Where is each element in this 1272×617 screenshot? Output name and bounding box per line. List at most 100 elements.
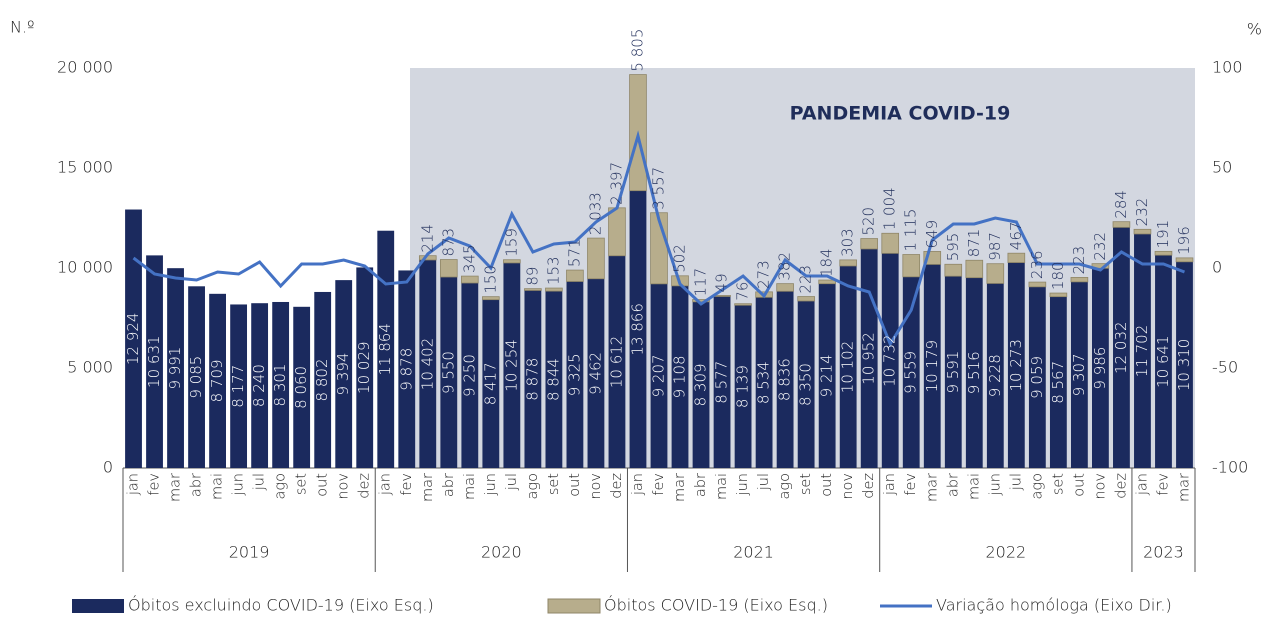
month-label: set: [546, 473, 562, 495]
bar-non-covid: [125, 209, 142, 468]
covid-label: 2 397: [607, 162, 625, 205]
covid-label: 232: [1091, 232, 1109, 261]
covid-label: 520: [860, 207, 878, 236]
bar-non-covid: [797, 301, 815, 468]
bar-non-covid: [986, 283, 1004, 468]
year-label: 2019: [229, 543, 270, 562]
month-label: jun: [987, 473, 1003, 496]
value-label: 9 108: [671, 355, 689, 398]
covid-label: 1 004: [881, 187, 899, 230]
bar-non-covid: [230, 304, 248, 468]
bar-non-covid: [188, 286, 205, 468]
bar-covid: [1070, 276, 1089, 283]
bar-non-covid: [566, 281, 584, 468]
bar-non-covid: [923, 264, 941, 468]
bar-non-covid: [482, 299, 500, 468]
bar-covid: [692, 299, 710, 303]
bar-non-covid: [1007, 262, 1025, 468]
covid-label: 345: [460, 244, 478, 273]
bar-non-covid: [671, 285, 689, 468]
covid-label: 150: [481, 265, 499, 294]
legend-label: Variação homóloga (Eixo Dir.): [936, 596, 1172, 615]
bar-covid: [860, 238, 879, 250]
covid-label: 5 805: [628, 29, 646, 72]
covid-label: 1 115: [902, 209, 920, 252]
covid-label: 89: [523, 267, 541, 286]
value-label: 8 878: [523, 358, 541, 401]
bar-non-covid: [944, 276, 962, 468]
month-label: jan: [126, 473, 142, 496]
bar-non-covid: [608, 255, 626, 468]
annotation: PANDEMIA COVID-19: [790, 103, 1011, 125]
month-label: mai: [966, 473, 982, 500]
bar-non-covid: [650, 283, 668, 468]
covid-label: 987: [986, 232, 1004, 261]
month-label: mai: [462, 473, 478, 500]
month-label: mai: [210, 473, 226, 500]
value-label: 9 991: [166, 347, 184, 390]
month-label: jan: [1134, 473, 1150, 496]
month-label: abr: [693, 473, 709, 497]
bar-non-covid: [314, 291, 332, 468]
y-tick-label: 5 000: [67, 358, 113, 377]
bar-non-covid: [167, 268, 184, 468]
month-label: jul: [1008, 473, 1024, 491]
month-label: mar: [672, 473, 688, 502]
bar-non-covid: [587, 278, 605, 468]
covid-label: 303: [839, 228, 857, 257]
bar-non-covid: [335, 280, 353, 468]
covid-label: 191: [1154, 220, 1172, 249]
bar-covid: [902, 254, 921, 278]
bar-covid: [439, 259, 458, 278]
value-label: 10 102: [839, 341, 857, 394]
covid-label: 595: [944, 233, 962, 262]
bar-covid: [503, 259, 521, 264]
bar-non-covid: [440, 277, 458, 468]
covid-label: 117: [692, 268, 710, 297]
covid-label: 223: [1070, 246, 1088, 275]
bar-covid: [566, 269, 584, 282]
value-label: 9 878: [397, 348, 415, 391]
value-label: 10 631: [145, 335, 163, 388]
covid-label: 2 033: [586, 192, 604, 235]
bar-non-covid: [713, 296, 731, 468]
month-label: dez: [1113, 473, 1129, 499]
covid-label: 153: [544, 256, 562, 285]
bar-non-covid: [419, 259, 437, 468]
value-label: 9 516: [965, 351, 983, 394]
value-label: 8 301: [271, 364, 289, 407]
month-label: nov: [1092, 473, 1108, 500]
bar-covid: [608, 207, 626, 257]
bar-covid: [818, 279, 836, 285]
value-label: 9 394: [334, 353, 352, 396]
bar-non-covid: [776, 291, 794, 468]
covid-label: 3 557: [650, 167, 668, 210]
value-label: 8 240: [250, 364, 268, 407]
bar-non-covid: [356, 267, 374, 468]
value-label: 8 577: [713, 361, 731, 404]
month-label: abr: [945, 473, 961, 497]
covid-label: 382: [776, 252, 794, 281]
month-label: ago: [525, 473, 541, 499]
year-label: 2022: [985, 543, 1026, 562]
covid-label: 571: [565, 238, 583, 267]
value-label: 9 228: [986, 354, 1004, 397]
y-tick-label: 0: [103, 458, 113, 477]
value-label: 11 702: [1133, 325, 1151, 378]
bar-non-covid: [965, 277, 983, 468]
value-label: 10 254: [502, 339, 520, 392]
value-label: 8 177: [229, 365, 247, 408]
value-label: 9 250: [460, 354, 478, 397]
month-label: ago: [273, 473, 289, 499]
value-label: 8 060: [292, 366, 310, 409]
month-label: jan: [630, 473, 646, 496]
bar-non-covid: [818, 283, 836, 468]
bar-non-covid: [734, 305, 752, 468]
month-label: out: [819, 473, 835, 497]
bar-covid: [1049, 292, 1068, 298]
legend-swatch: [547, 598, 601, 614]
bar-non-covid: [293, 306, 311, 468]
covid-label: 49: [713, 273, 731, 292]
value-label: 8 844: [544, 358, 562, 401]
bar-covid: [461, 275, 479, 284]
